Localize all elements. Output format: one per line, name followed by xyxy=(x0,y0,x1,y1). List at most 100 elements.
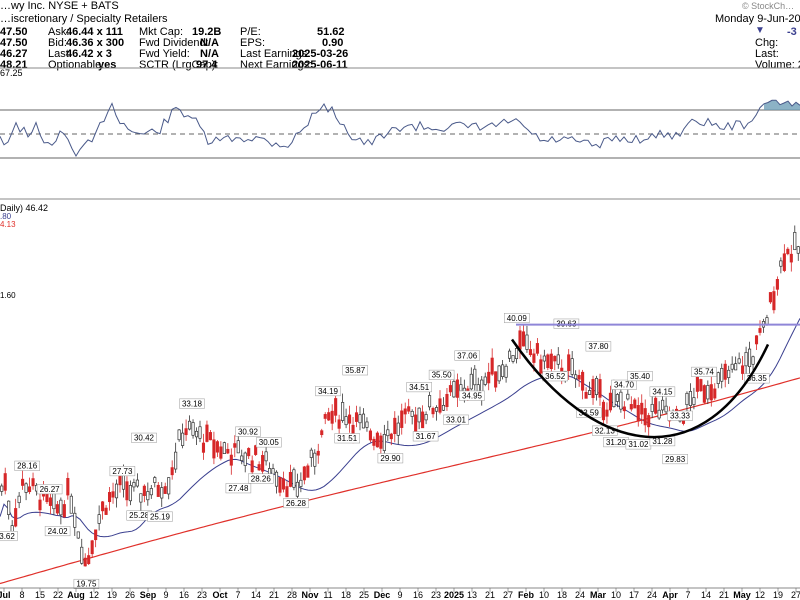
candle-body xyxy=(281,478,286,490)
x-tick-label: 8 xyxy=(19,590,24,600)
candle-body xyxy=(748,348,752,368)
x-tick-label: 21 xyxy=(719,590,729,600)
candle-body xyxy=(424,414,428,421)
candle-body xyxy=(149,488,153,496)
ma-fast-line xyxy=(0,318,800,538)
price-label: 31.28 xyxy=(652,437,673,446)
fwd-div-value: N/A xyxy=(200,37,219,49)
x-tick-label: 16 xyxy=(179,590,189,600)
x-tick-label: 10 xyxy=(539,590,549,600)
pe-value: 51.62 xyxy=(317,26,345,38)
ask-value: 46.44 x 111 xyxy=(66,26,123,38)
price-label: 27.73 xyxy=(112,467,133,476)
x-tick-label: 7 xyxy=(235,590,240,600)
candle-body xyxy=(455,379,459,398)
candle-body xyxy=(421,411,425,429)
candle-body xyxy=(368,430,372,441)
price-label: 23.62 xyxy=(0,532,15,541)
x-tick-label: 28 xyxy=(287,590,297,600)
candle-body xyxy=(174,451,178,470)
price-label-box xyxy=(0,531,18,542)
candle-body xyxy=(594,377,599,395)
price-label-box xyxy=(412,431,439,442)
price-label-box xyxy=(428,369,455,380)
candle-body xyxy=(511,355,515,362)
chg-label: Chg: xyxy=(755,37,779,49)
candle-body xyxy=(212,439,216,459)
candle-body xyxy=(640,402,644,415)
candle-body xyxy=(793,232,797,251)
price-label: 31.51 xyxy=(337,434,358,443)
candle-body xyxy=(0,485,4,492)
price-label: 30.05 xyxy=(259,438,280,447)
x-tick-label: 9 xyxy=(163,590,168,600)
candle-body xyxy=(532,353,536,363)
price-label-box xyxy=(342,365,368,376)
price-label: 36.35 xyxy=(747,374,768,383)
candle-body xyxy=(128,485,132,502)
bid-value: 46.36 x 300 xyxy=(66,37,125,49)
candle-body xyxy=(417,407,421,423)
candle-body xyxy=(796,246,800,254)
candle-body xyxy=(591,379,595,399)
candle-body xyxy=(469,373,473,390)
candle-body xyxy=(139,493,143,503)
candle-body xyxy=(452,381,456,398)
candle-body xyxy=(786,248,790,255)
price-label: 27.48 xyxy=(228,484,249,493)
price-label: 30.42 xyxy=(134,434,155,443)
candle-body xyxy=(28,486,32,493)
candle-body xyxy=(83,557,87,567)
price-label: 33.01 xyxy=(446,415,467,424)
candlestick-group xyxy=(0,225,800,567)
fwd-yield-value: N/A xyxy=(200,48,219,60)
price-label-box xyxy=(283,498,309,509)
candle-body xyxy=(514,348,519,360)
candle-body xyxy=(581,371,585,391)
candle-body xyxy=(87,555,91,565)
price-label-box xyxy=(691,366,717,377)
candle-body xyxy=(431,408,435,415)
last-earnings-label: Last Earnings: xyxy=(240,48,311,60)
eps-value: 0.90 xyxy=(322,37,344,49)
chg-value: -3 xyxy=(787,26,797,38)
candle-body xyxy=(727,369,731,379)
price-label: 33.18 xyxy=(182,399,203,408)
candle-body xyxy=(24,483,28,493)
x-tick-label: May xyxy=(733,590,751,600)
candle-body xyxy=(3,473,7,491)
candle-body xyxy=(163,486,167,494)
rsi-overbought-fill xyxy=(764,100,800,110)
candle-body xyxy=(772,291,776,311)
ma-slow-label: 4.13 xyxy=(0,220,16,229)
price-label: 34.15 xyxy=(652,387,673,396)
candle-body xyxy=(473,368,477,386)
price-label: 30.92 xyxy=(238,427,259,436)
candle-body xyxy=(90,540,94,555)
candle-body xyxy=(62,504,66,518)
price-label-box xyxy=(454,350,480,361)
candle-body xyxy=(445,393,449,408)
candle-body xyxy=(135,479,139,487)
x-tick-label: 27 xyxy=(503,590,513,600)
candle-body xyxy=(574,374,578,380)
x-tick-label: Apr xyxy=(662,590,678,600)
annotation-group xyxy=(510,323,800,439)
candle-body xyxy=(104,507,108,515)
candle-body xyxy=(313,452,317,467)
price-label: 33.59 xyxy=(579,408,600,417)
candle-body xyxy=(549,353,553,370)
candle-body xyxy=(692,397,696,405)
x-tick-label: 21 xyxy=(269,590,279,600)
fwd-div-label: Fwd Dividend: xyxy=(139,37,209,49)
low-value: 46.27 xyxy=(0,48,28,60)
down-arrow-icon: ▼ xyxy=(755,25,765,36)
candle-body xyxy=(396,422,400,436)
candle-body xyxy=(504,365,508,378)
candle-body xyxy=(215,441,219,453)
candle-body xyxy=(605,409,609,417)
candle-body xyxy=(73,512,77,528)
ma-slow-line xyxy=(0,377,800,585)
candle-body xyxy=(181,432,185,446)
price-label: 32.13 xyxy=(595,426,616,435)
